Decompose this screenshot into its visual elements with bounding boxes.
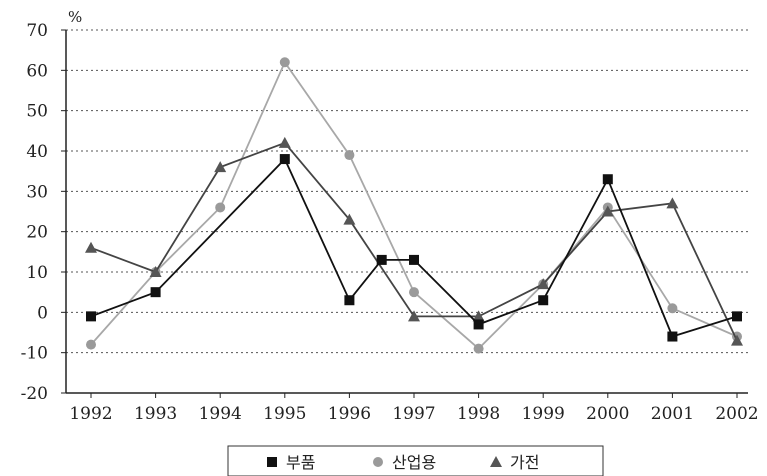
data-point (149, 266, 162, 277)
y-tick-label: 30 (26, 182, 48, 202)
data-point (344, 150, 355, 161)
x-tick-label: 1999 (522, 404, 565, 424)
legend: 부품 산업용 가전 (227, 445, 604, 476)
data-point (214, 161, 227, 173)
series-line (90, 157, 738, 338)
legend-label: 부품 (286, 453, 315, 472)
series-triangle (85, 136, 743, 346)
data-point (376, 254, 387, 265)
data-point (409, 287, 419, 298)
gridlines (66, 29, 748, 354)
y-tick-label: 60 (26, 61, 48, 81)
legend-marker (267, 457, 277, 467)
legend-label: 가전 (510, 453, 539, 472)
data-point (85, 241, 97, 253)
x-tick-label: 1995 (263, 404, 306, 424)
series-lines (85, 57, 743, 354)
series-line (90, 60, 738, 350)
x-tick-labels: 1992 1993 1994 1995 1996 1997 1998 1999 2000 2001… (69, 393, 759, 424)
data-point (538, 295, 549, 306)
x-tick-label: 1998 (457, 404, 500, 424)
data-point (408, 310, 420, 322)
data-point (732, 311, 742, 322)
legend-marker (373, 457, 383, 467)
y-tick-label: 50 (26, 102, 48, 122)
series-square (86, 154, 742, 342)
data-point (279, 57, 290, 68)
data-point (601, 205, 614, 217)
x-tick-label: 2000 (586, 404, 629, 424)
y-tick-label: 10 (26, 263, 48, 283)
y-tick-label: 40 (26, 142, 48, 162)
data-point (537, 278, 550, 290)
data-point (473, 343, 484, 354)
y-tick-label: -10 (21, 344, 48, 364)
y-tick-label: -20 (21, 384, 48, 404)
series-circle (86, 57, 742, 354)
data-point (343, 213, 356, 225)
data-point (731, 334, 743, 346)
x-tick-label: 2002 (715, 404, 758, 424)
data-point (473, 319, 484, 330)
x-tick-label: 1996 (328, 404, 371, 424)
legend-label: 산업용 (392, 453, 436, 472)
legend-marker (490, 456, 502, 467)
data-point (666, 197, 679, 209)
data-point (150, 287, 161, 298)
data-point (86, 311, 96, 322)
x-tick-label: 1997 (392, 404, 435, 424)
x-tick-label: 1993 (134, 404, 177, 424)
data-point (667, 303, 678, 314)
axes (65, 30, 748, 394)
data-point (344, 295, 355, 306)
x-tick-label: 1992 (69, 404, 112, 424)
data-point (86, 339, 96, 350)
y-tick-labels: 70 60 50 40 30 20 10 0 -10 -20 (21, 21, 66, 404)
data-point (472, 310, 485, 322)
y-tick-label: 20 (26, 223, 48, 243)
data-point (667, 331, 678, 342)
x-tick-label: 2001 (651, 404, 694, 424)
x-tick-label: 1994 (199, 404, 242, 424)
data-point (602, 174, 613, 185)
y-tick-label: 70 (26, 21, 48, 41)
data-point (215, 202, 226, 213)
data-point (278, 136, 291, 148)
data-point (279, 154, 290, 165)
y-unit-label: % (68, 8, 82, 26)
y-tick-label: 0 (37, 303, 48, 323)
data-point (409, 254, 419, 265)
legend-box (227, 445, 604, 476)
